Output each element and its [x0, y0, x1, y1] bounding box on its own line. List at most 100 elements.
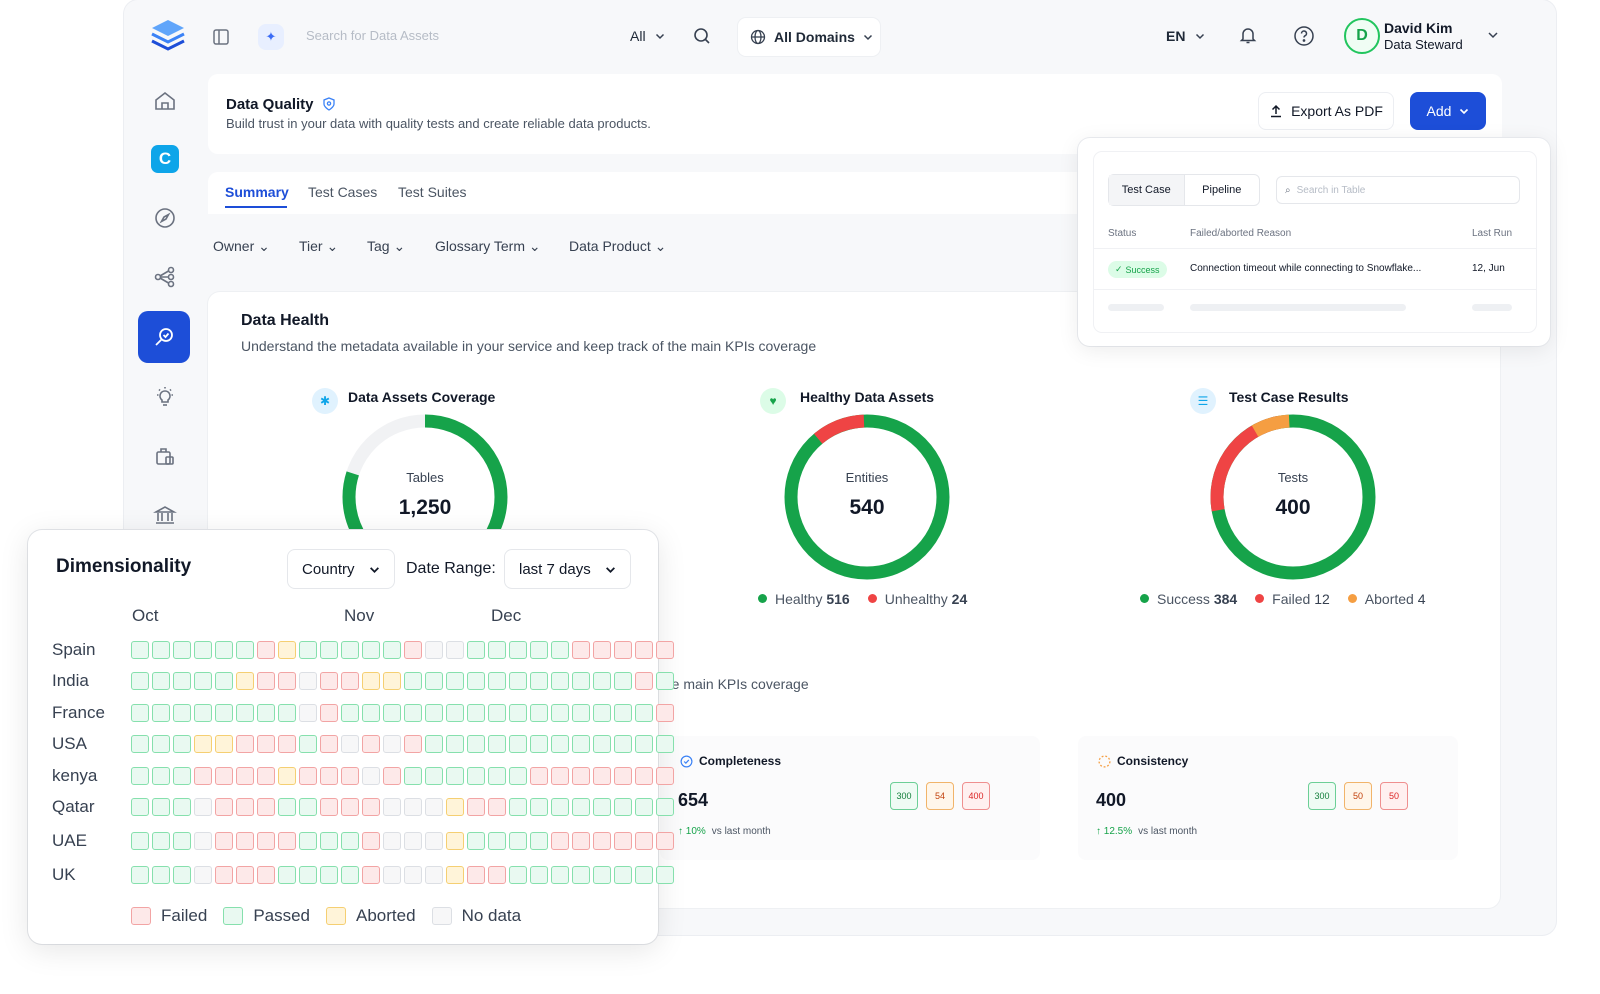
- heatmap-cell[interactable]: [341, 832, 359, 850]
- heatmap-cell[interactable]: [509, 704, 527, 722]
- heatmap-cell[interactable]: [509, 735, 527, 753]
- heatmap-cell[interactable]: [488, 767, 506, 785]
- explore-compass-icon[interactable]: [138, 191, 192, 245]
- heatmap-cell[interactable]: [236, 672, 254, 690]
- heatmap-cell[interactable]: [341, 735, 359, 753]
- heatmap-cell[interactable]: [362, 735, 380, 753]
- heatmap-cell[interactable]: [215, 832, 233, 850]
- heatmap-cell[interactable]: [488, 798, 506, 816]
- heatmap-cell[interactable]: [614, 672, 632, 690]
- heatmap-cell[interactable]: [215, 641, 233, 659]
- heatmap-cell[interactable]: [341, 704, 359, 722]
- heatmap-cell[interactable]: [572, 832, 590, 850]
- heatmap-cell[interactable]: [425, 798, 443, 816]
- heatmap-cell[interactable]: [656, 641, 674, 659]
- heatmap-cell[interactable]: [530, 641, 548, 659]
- heatmap-cell[interactable]: [173, 832, 191, 850]
- heatmap-cell[interactable]: [425, 735, 443, 753]
- heatmap-cell[interactable]: [131, 735, 149, 753]
- tab-test-suites[interactable]: Test Suites: [398, 184, 467, 200]
- heatmap-cell[interactable]: [194, 704, 212, 722]
- ai-sparkle-icon[interactable]: ✦: [258, 24, 284, 50]
- filter-tier[interactable]: Tier ⌄: [299, 238, 338, 255]
- heatmap-cell[interactable]: [131, 832, 149, 850]
- heatmap-cell[interactable]: [194, 767, 212, 785]
- heatmap-cell[interactable]: [152, 832, 170, 850]
- heatmap-cell[interactable]: [341, 866, 359, 884]
- heatmap-cell[interactable]: [362, 672, 380, 690]
- heatmap-cell[interactable]: [593, 866, 611, 884]
- heatmap-cell[interactable]: [509, 672, 527, 690]
- heatmap-cell[interactable]: [467, 735, 485, 753]
- heatmap-cell[interactable]: [572, 798, 590, 816]
- heatmap-cell[interactable]: [509, 866, 527, 884]
- heatmap-cell[interactable]: [509, 767, 527, 785]
- heatmap-cell[interactable]: [572, 641, 590, 659]
- heatmap-cell[interactable]: [488, 704, 506, 722]
- heatmap-cell[interactable]: [257, 866, 275, 884]
- heatmap-cell[interactable]: [509, 641, 527, 659]
- heatmap-cell[interactable]: [593, 735, 611, 753]
- heatmap-cell[interactable]: [173, 704, 191, 722]
- heatmap-cell[interactable]: [194, 735, 212, 753]
- heatmap-cell[interactable]: [320, 735, 338, 753]
- heatmap-cell[interactable]: [215, 704, 233, 722]
- heatmap-cell[interactable]: [362, 866, 380, 884]
- heatmap-cell[interactable]: [257, 641, 275, 659]
- date-range-dropdown[interactable]: last 7 days: [504, 549, 631, 589]
- heatmap-cell[interactable]: [278, 672, 296, 690]
- heatmap-cell[interactable]: [278, 767, 296, 785]
- heatmap-cell[interactable]: [551, 641, 569, 659]
- heatmap-cell[interactable]: [299, 641, 317, 659]
- heatmap-cell[interactable]: [446, 798, 464, 816]
- heatmap-cell[interactable]: [530, 767, 548, 785]
- heatmap-cell[interactable]: [299, 866, 317, 884]
- heatmap-cell[interactable]: [320, 798, 338, 816]
- heatmap-cell[interactable]: [614, 798, 632, 816]
- heatmap-cell[interactable]: [320, 672, 338, 690]
- user-menu-chevron-icon[interactable]: [1486, 28, 1500, 42]
- heatmap-cell[interactable]: [488, 866, 506, 884]
- heatmap-cell[interactable]: [467, 704, 485, 722]
- heatmap-cell[interactable]: [635, 704, 653, 722]
- heatmap-cell[interactable]: [383, 866, 401, 884]
- heatmap-cell[interactable]: [194, 672, 212, 690]
- heatmap-cell[interactable]: [446, 735, 464, 753]
- heatmap-cell[interactable]: [131, 798, 149, 816]
- heatmap-cell[interactable]: [614, 767, 632, 785]
- consistency-card[interactable]: Consistency 400 ↑ 12.5% vs last month 300…: [1078, 736, 1458, 860]
- heatmap-cell[interactable]: [488, 641, 506, 659]
- heatmap-cell[interactable]: [320, 641, 338, 659]
- heatmap-cell[interactable]: [278, 832, 296, 850]
- heatmap-cell[interactable]: [551, 798, 569, 816]
- heatmap-cell[interactable]: [551, 767, 569, 785]
- heatmap-cell[interactable]: [446, 767, 464, 785]
- heatmap-cell[interactable]: [152, 866, 170, 884]
- heatmap-cell[interactable]: [215, 767, 233, 785]
- heatmap-cell[interactable]: [467, 798, 485, 816]
- table-row[interactable]: ✓ Success Connection timeout while connec…: [1094, 248, 1536, 290]
- heatmap-cell[interactable]: [278, 798, 296, 816]
- heatmap-cell[interactable]: [320, 866, 338, 884]
- language-dropdown[interactable]: EN: [1166, 28, 1205, 44]
- heatmap-cell[interactable]: [488, 735, 506, 753]
- collate-logo-icon[interactable]: C: [138, 132, 192, 186]
- heatmap-cell[interactable]: [425, 866, 443, 884]
- heatmap-cell[interactable]: [656, 866, 674, 884]
- heatmap-cell[interactable]: [362, 767, 380, 785]
- table-search-input[interactable]: ⌕ Search in Table: [1276, 176, 1520, 204]
- heatmap-cell[interactable]: [446, 832, 464, 850]
- heatmap-cell[interactable]: [551, 672, 569, 690]
- heatmap-cell[interactable]: [173, 641, 191, 659]
- heatmap-cell[interactable]: [572, 704, 590, 722]
- heatmap-cell[interactable]: [362, 704, 380, 722]
- data-quality-icon[interactable]: [138, 311, 190, 363]
- heatmap-cell[interactable]: [593, 798, 611, 816]
- heatmap-cell[interactable]: [467, 641, 485, 659]
- heatmap-cell[interactable]: [425, 704, 443, 722]
- heatmap-cell[interactable]: [362, 641, 380, 659]
- heatmap-cell[interactable]: [635, 866, 653, 884]
- heatmap-cell[interactable]: [131, 704, 149, 722]
- segment-test-case[interactable]: Test Case: [1109, 175, 1185, 205]
- heatmap-cell[interactable]: [488, 832, 506, 850]
